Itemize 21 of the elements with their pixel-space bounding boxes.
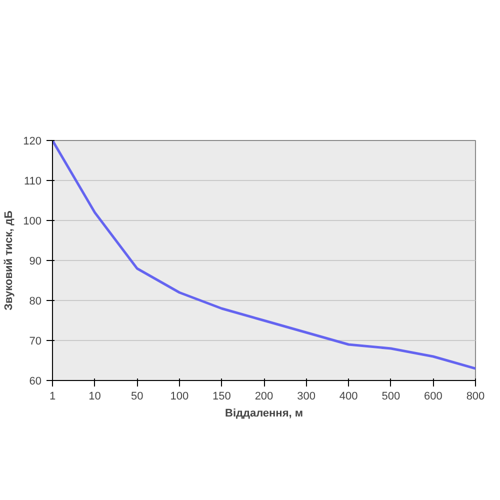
x-tick-label: 1 bbox=[49, 390, 56, 402]
x-tick-label: 400 bbox=[339, 390, 358, 402]
x-tick-label: 150 bbox=[212, 390, 231, 402]
y-tick-label: 60 bbox=[29, 376, 42, 388]
x-tick-label: 300 bbox=[297, 390, 316, 402]
x-tick-label: 100 bbox=[170, 390, 189, 402]
x-axis-title: Віддалення, м bbox=[225, 408, 303, 420]
line-series bbox=[52, 140, 476, 370]
y-tick-label: 100 bbox=[23, 216, 42, 228]
y-tick-label: 110 bbox=[24, 176, 42, 188]
x-tick-label: 800 bbox=[466, 390, 485, 402]
y-tick-label: 120 bbox=[23, 136, 42, 148]
y-tick-label: 90 bbox=[29, 256, 42, 268]
x-tick-label: 10 bbox=[88, 390, 101, 402]
x-tick-label: 600 bbox=[424, 390, 442, 402]
x-tick-label: 200 bbox=[254, 390, 274, 402]
x-tick-label: 50 bbox=[130, 390, 144, 402]
y-tick-label: 80 bbox=[29, 296, 42, 308]
y-tick-label: 70 bbox=[29, 336, 42, 348]
y-axis-title: Звуковий тиск, дБ bbox=[3, 210, 16, 310]
x-tick-label: 500 bbox=[382, 390, 400, 402]
